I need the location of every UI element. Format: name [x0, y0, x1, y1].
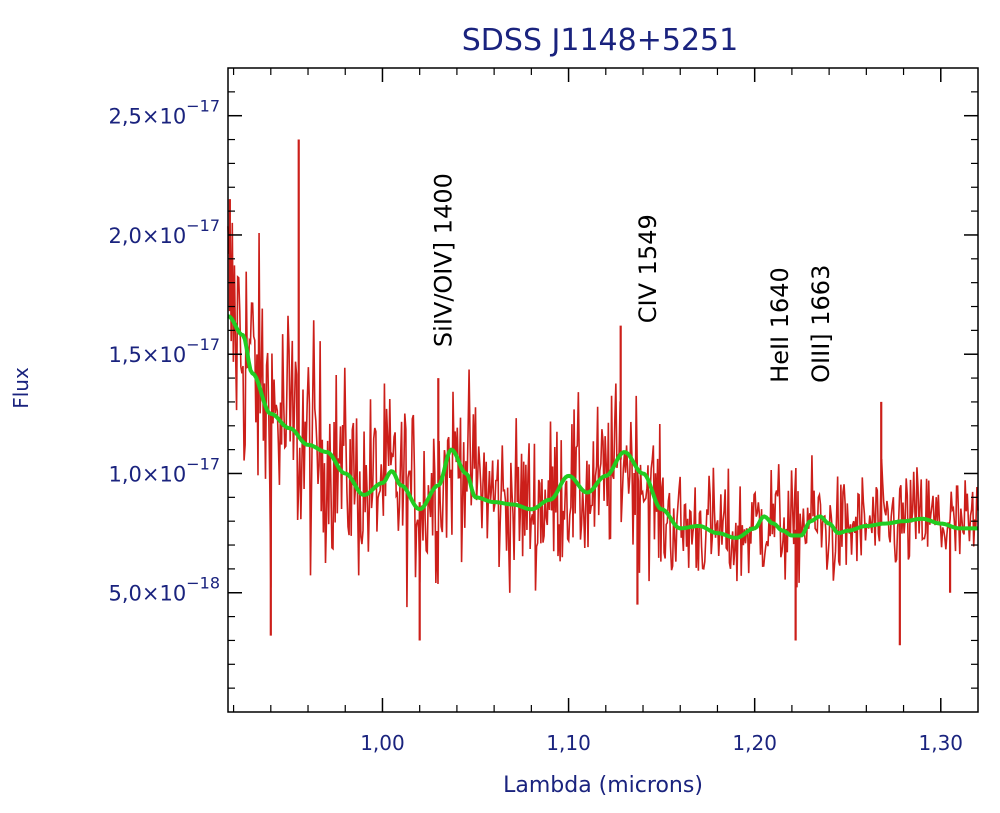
chart-title: SDSS J1148+5251: [462, 23, 738, 58]
plot-frame: [227, 67, 979, 713]
line-annotation-0: SiIV/OIV] 1400: [429, 173, 457, 347]
y-tick-label-1: 1,0×10−17: [109, 454, 220, 486]
y-tick-label-0: 5,0×10−18: [109, 574, 220, 606]
x-tick-label-2: 1,20: [732, 731, 777, 755]
line-annotation-1: CIV 1549: [634, 214, 662, 323]
y-tick-label-4: 2,5×10−17: [109, 97, 220, 129]
smoothed-fit-line: [227, 314, 979, 540]
y-tick-label-2: 1,5×10−17: [109, 335, 220, 367]
y-tick-label-3: 2,0×10−17: [109, 216, 220, 248]
x-tick-label-0: 1,00: [360, 731, 405, 755]
x-tick-label-3: 1,30: [919, 731, 964, 755]
x-axis-label: Lambda (microns): [503, 773, 703, 798]
axes-layer: 1,00 1,10 1,20 1,30 5,0×10−18 1,0×10−17 1,5×10…: [109, 67, 979, 755]
spectrum-noisy-line: [227, 222, 979, 608]
series-layer: [227, 139, 979, 646]
line-annotation-2: HeII 1640: [766, 267, 794, 383]
x-tick-label-1: 1,10: [546, 731, 591, 755]
line-annotation-3: OIII] 1663: [807, 265, 835, 383]
annotations-layer: SiIV/OIV] 1400 CIV 1549 HeII 1640 OIII] 166…: [429, 173, 835, 383]
y-axis-label: Flux: [9, 367, 33, 409]
